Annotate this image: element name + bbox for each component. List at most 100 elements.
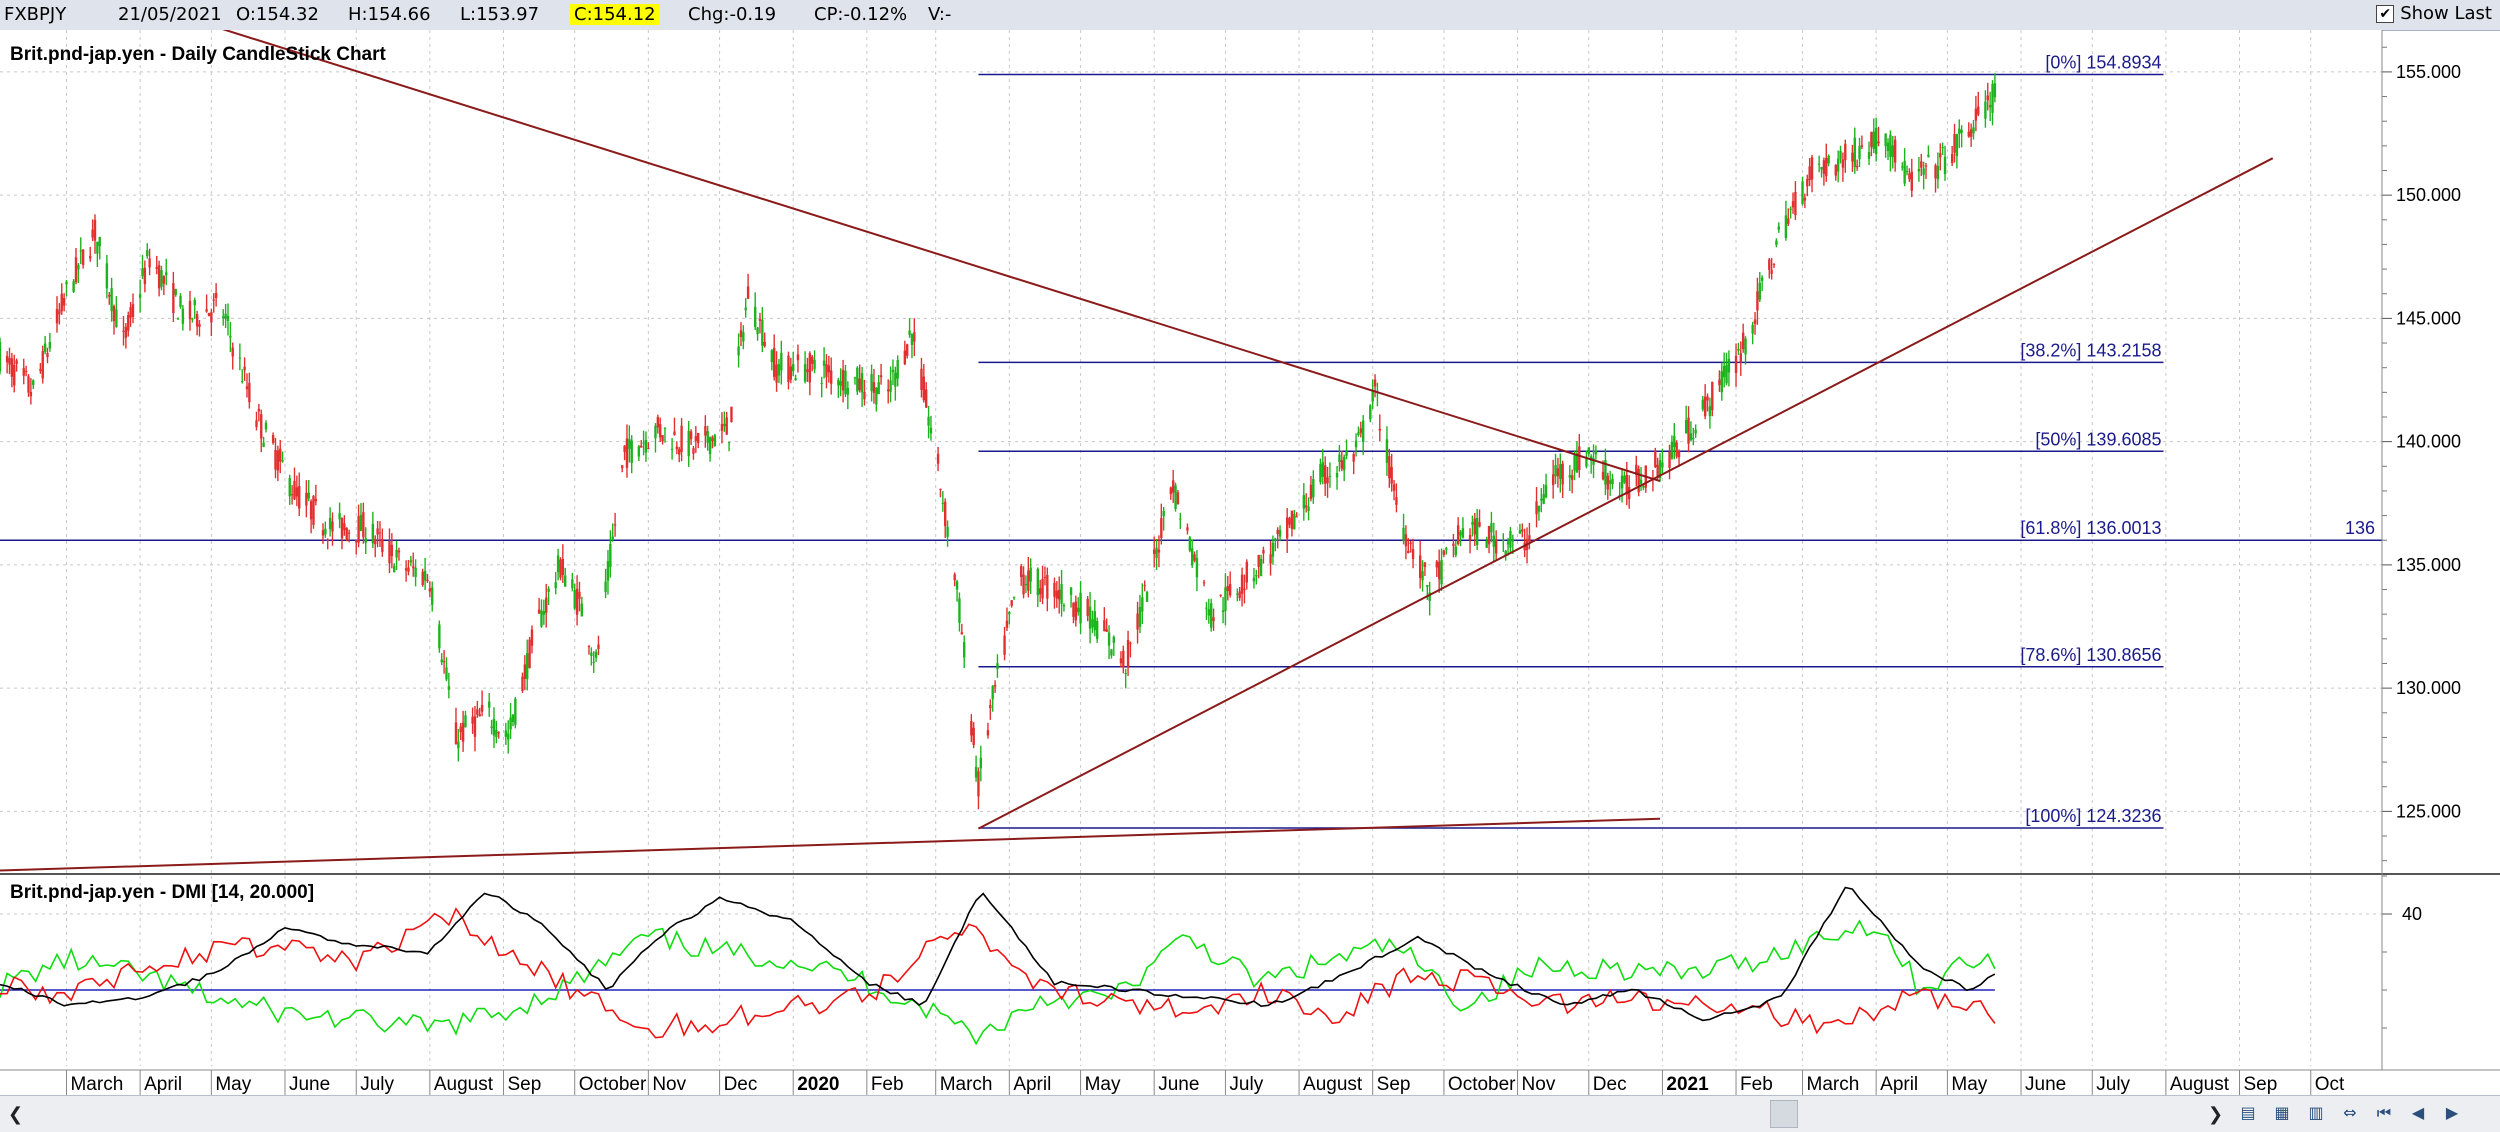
- candle-body: [174, 289, 177, 295]
- candle-body: [1119, 658, 1123, 664]
- candle-body: [343, 523, 346, 531]
- open-value: O:154.32: [236, 4, 319, 25]
- candle-body: [1107, 632, 1111, 646]
- candle-body: [207, 312, 211, 317]
- scroll-left-icon[interactable]: ❮: [8, 1104, 24, 1125]
- candle-body: [1855, 165, 1859, 168]
- chart-canvas[interactable]: [0%] 154.8934 [38.2%] 143.2158 [50%] 139.6…: [0, 30, 2500, 1095]
- candle-body: [1245, 561, 1249, 583]
- zoom-out-icon[interactable]: ▦: [2274, 1103, 2290, 1122]
- candle-body: [404, 568, 408, 571]
- candle-body: [542, 611, 546, 615]
- step-forward-icon[interactable]: ▶: [2445, 1103, 2459, 1122]
- candle-body: [1442, 550, 1446, 555]
- chart-scrollbar[interactable]: ❮ ❯ ▤ ▦ ▥ ⇔ ⏮ ◀ ▶: [0, 1095, 2500, 1132]
- candle-body: [1834, 164, 1837, 176]
- candle-body: [1939, 153, 1942, 158]
- candle-body: [825, 364, 828, 378]
- candle-body: [122, 330, 125, 332]
- scroll-right-icon[interactable]: ❯: [2208, 1104, 2224, 1125]
- candle-body: [79, 250, 82, 252]
- candle-body: [345, 528, 348, 541]
- candle-body: [673, 431, 676, 435]
- price-tick-label: 125.000: [2396, 801, 2461, 821]
- candle-body: [1195, 557, 1199, 578]
- candle-body: [1492, 535, 1495, 547]
- candle-body: [1739, 353, 1742, 363]
- candle-body: [1411, 549, 1415, 559]
- show-last-toggle[interactable]: ✔ Show Last: [2376, 3, 2492, 24]
- price-tick-label: 135.000: [2396, 555, 2461, 575]
- candle-body: [780, 352, 783, 371]
- candle-body: [388, 540, 391, 564]
- candle-body: [1259, 558, 1263, 577]
- candle-body: [1967, 131, 1970, 137]
- go-start-icon[interactable]: ⏮: [2376, 1103, 2392, 1122]
- candle-body: [906, 344, 909, 356]
- candle-body: [1722, 365, 1726, 378]
- time-tick-label: March: [1807, 1074, 1860, 1095]
- fit-view-icon[interactable]: ▥: [2308, 1103, 2324, 1122]
- volume-value: V:-: [928, 4, 952, 25]
- step-back-icon[interactable]: ◀: [2411, 1103, 2425, 1122]
- candle-body: [770, 350, 774, 363]
- candle-body: [72, 281, 75, 292]
- close-value: C:154.12: [570, 4, 660, 25]
- candle-body: [554, 582, 557, 589]
- candle-body: [281, 460, 284, 462]
- candle-body: [939, 488, 942, 490]
- time-tick-label: Feb: [871, 1074, 904, 1095]
- candle-body: [1604, 459, 1607, 485]
- candle-body: [1224, 587, 1227, 612]
- candle-body: [46, 353, 49, 358]
- fib-level-label: [50%] 139.6085: [2035, 429, 2161, 449]
- candle-body: [910, 334, 914, 345]
- scroll-thumb[interactable]: [1770, 1100, 1798, 1128]
- candle-body: [1008, 612, 1011, 615]
- candle-body: [1126, 639, 1130, 668]
- time-tick-label: Sep: [1377, 1074, 1411, 1095]
- candle-body: [720, 424, 724, 431]
- checkbox-checked-icon[interactable]: ✔: [2376, 4, 2395, 23]
- candle-body: [146, 250, 149, 256]
- candle-body: [397, 550, 401, 553]
- fib-level-label: [78.6%] 130.8656: [2020, 645, 2161, 665]
- candle-body: [856, 367, 859, 392]
- candle-body: [1402, 527, 1405, 541]
- candle-body: [1542, 493, 1545, 504]
- candle-body: [526, 653, 529, 680]
- candle-body: [1694, 429, 1697, 434]
- candle-body: [1801, 181, 1804, 204]
- candle-body: [1770, 270, 1773, 274]
- candle-body: [464, 715, 467, 728]
- candle-body: [124, 326, 128, 338]
- candle-body: [1993, 83, 1997, 98]
- dmi-series-line: [0, 919, 1996, 1046]
- time-tick-label: June: [1158, 1074, 1199, 1095]
- candle-body: [347, 532, 351, 534]
- candle-body: [1459, 531, 1462, 536]
- candle-body: [497, 732, 500, 734]
- candle-body: [509, 717, 512, 730]
- time-tick-label: 2020: [797, 1074, 839, 1095]
- candle-body: [1639, 479, 1643, 484]
- pan-icon[interactable]: ⇔: [2343, 1103, 2357, 1122]
- candle-body: [1608, 480, 1612, 484]
- candle-body: [1955, 134, 1959, 156]
- candle-body: [1328, 476, 1332, 478]
- zoom-in-icon[interactable]: ▤: [2240, 1103, 2256, 1122]
- candle-body: [1768, 259, 1771, 270]
- candle-body: [675, 446, 679, 450]
- candle-body: [1927, 154, 1930, 157]
- candle-body: [1112, 636, 1116, 643]
- candle-body: [989, 705, 992, 709]
- candle-body: [896, 360, 899, 379]
- candle-body: [689, 431, 693, 440]
- candle-body: [1711, 381, 1714, 411]
- candle-body: [1908, 173, 1911, 180]
- candle-body: [870, 373, 873, 392]
- candle-body: [374, 539, 377, 545]
- candle-body: [1891, 145, 1894, 158]
- candle-body: [877, 382, 880, 394]
- candle-body: [1290, 510, 1294, 530]
